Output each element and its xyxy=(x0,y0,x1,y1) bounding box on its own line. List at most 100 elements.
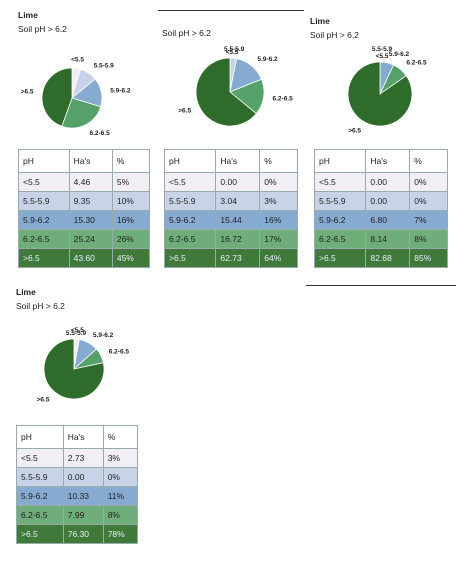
table-row: >6.5 62.73 64% xyxy=(163,248,298,268)
pct-cell: 16% xyxy=(111,210,151,230)
ha-cell: 82.68 xyxy=(365,248,411,268)
ph-cell: 5.9-6.2 xyxy=(313,210,367,230)
ha-cell: 4.46 xyxy=(68,172,113,192)
pct-cell: 85% xyxy=(409,248,448,268)
pie-slice->6.5 xyxy=(347,61,413,127)
header-cell: % xyxy=(259,149,298,173)
ph-cell: >6.5 xyxy=(16,524,64,544)
ph-cell: >6.5 xyxy=(313,248,367,268)
ha-cell: 25.24 xyxy=(68,229,113,249)
chart-panel-1: Lime Soil pH > 6.2 <5.5 5.5-5.9 5.9-6.2 6.2… xyxy=(14,6,154,286)
ph-cell: <5.5 xyxy=(18,172,70,192)
table-row: >6.5 43.60 45% xyxy=(18,248,151,268)
ph-cell: 6.2-6.5 xyxy=(313,229,367,249)
header-cell: pH xyxy=(18,149,70,173)
pie-label: >6.5 xyxy=(178,107,191,114)
table-row: 5.5-5.9 0.00 0% xyxy=(313,191,448,211)
ha-cell: 0.00 xyxy=(365,172,411,192)
table-row: 6.2-6.5 7.99 8% xyxy=(16,505,139,525)
table-row: 5.5-5.9 3.04 3% xyxy=(163,191,298,211)
table-header-row: pH Ha's % xyxy=(313,149,448,173)
table-header-row: pH Ha's % xyxy=(16,425,139,449)
pct-cell: 3% xyxy=(259,191,298,211)
pct-cell: 8% xyxy=(409,229,448,249)
table-header-row: pH Ha's % xyxy=(163,149,298,173)
pie-label: 5.9-6.2 xyxy=(93,332,114,339)
ph-cell: <5.5 xyxy=(16,448,64,468)
pct-cell: 11% xyxy=(102,486,139,506)
chart-title: Lime xyxy=(310,16,330,26)
table-row: 6.2-6.5 16.72 17% xyxy=(163,229,298,249)
pie-chart: 5.5-5.9 5.9-6.2 6.2-6.5 >6.5 <5.5 xyxy=(178,46,293,127)
pie-label: 5.5-5.9 xyxy=(372,46,393,53)
ha-cell: 0.00 xyxy=(62,467,104,487)
pie-label: 5.5-5.9 xyxy=(224,46,245,53)
pct-cell: 0% xyxy=(409,172,448,192)
pie-chart: 5.9-6.2 6.2-6.5 >6.5 <5.55.5-5.9 xyxy=(347,46,427,134)
chart-subtitle: Soil pH > 6.2 xyxy=(16,301,65,311)
data-table: pH Ha's % <5.5 2.73 3% 5.5-5.9 0.00 0% 5.9-6… xyxy=(16,425,139,544)
ph-cell: >6.5 xyxy=(163,248,217,268)
pie-label: <5.5 xyxy=(226,49,239,56)
pct-cell: 7% xyxy=(409,210,448,230)
ph-cell: 5.9-6.2 xyxy=(18,210,70,230)
table-header-row: pH Ha's % xyxy=(18,149,151,173)
pie-chart: <5.5 5.9-6.2 6.2-6.5 >6.5 5.5-5.9 xyxy=(37,327,130,403)
table-row: 5.5-5.9 0.00 0% xyxy=(16,467,139,487)
header-cell: pH xyxy=(313,149,367,173)
divider xyxy=(158,10,304,11)
pie-label: 5.5-5.9 xyxy=(94,63,115,70)
pie-slice->6.5 xyxy=(43,338,105,400)
table-row: <5.5 4.46 5% xyxy=(18,172,151,192)
chart-title: Lime xyxy=(18,10,38,20)
pct-cell: 0% xyxy=(409,191,448,211)
chart-subtitle: Soil pH > 6.2 xyxy=(162,28,211,38)
ph-cell: 5.5-5.9 xyxy=(16,467,64,487)
header-cell: % xyxy=(111,149,151,173)
table-row: 5.9-6.2 6.80 7% xyxy=(313,210,448,230)
table-row: 6.2-6.5 8.14 8% xyxy=(313,229,448,249)
table-row: <5.5 2.73 3% xyxy=(16,448,139,468)
pie-label: 5.9-6.2 xyxy=(257,56,278,63)
table-row: 5.9-6.2 15.30 16% xyxy=(18,210,151,230)
pie-slice->6.5 xyxy=(195,57,257,127)
chart-subtitle: Soil pH > 6.2 xyxy=(18,24,67,34)
table-row: 6.2-6.5 25.24 26% xyxy=(18,229,151,249)
header-cell: pH xyxy=(16,425,64,449)
table-row: 5.9-6.2 10.33 11% xyxy=(16,486,139,506)
table-row: 5.5-5.9 9.35 10% xyxy=(18,191,151,211)
ha-cell: 10.33 xyxy=(62,486,104,506)
pie-chart: <5.5 5.5-5.9 5.9-6.2 6.2-6.5 >6.5 xyxy=(21,56,131,137)
ph-cell: 5.9-6.2 xyxy=(16,486,64,506)
chart-panel-4: Lime Soil pH > 6.2 <5.5 5.9-6.2 6.2-6.5 >6.… xyxy=(12,283,152,563)
pie-label: 6.2-6.5 xyxy=(89,130,110,137)
chart-panel-2: Soil pH > 6.2 5.5-5.9 5.9-6.2 6.2-6.5 >6.5 <… xyxy=(158,10,304,286)
header-cell: pH xyxy=(163,149,217,173)
pie-label: 5.9-6.2 xyxy=(389,51,410,58)
pct-cell: 17% xyxy=(259,229,298,249)
pie-slice->6.5 xyxy=(41,67,73,127)
ha-cell: 76.30 xyxy=(62,524,104,544)
ph-cell: 5.5-5.9 xyxy=(18,191,70,211)
data-table: pH Ha's % <5.5 4.46 5% 5.5-5.9 9.35 10% 5.9-… xyxy=(18,149,151,268)
ph-cell: 5.9-6.2 xyxy=(163,210,217,230)
ha-cell: 7.99 xyxy=(62,505,104,525)
pct-cell: 0% xyxy=(259,172,298,192)
header-cell: Ha's xyxy=(215,149,261,173)
ph-cell: 5.5-5.9 xyxy=(313,191,367,211)
pie-label: <5.5 xyxy=(71,327,84,334)
pct-cell: 3% xyxy=(102,448,139,468)
pie-label: 6.2-6.5 xyxy=(406,60,427,67)
chart-panel-3: Lime Soil pH > 6.2 5.9-6.2 6.2-6.5 >6.5 <5.… xyxy=(306,12,456,286)
chart-title: Lime xyxy=(16,287,36,297)
header-cell: % xyxy=(102,425,139,449)
pie-label: 6.2-6.5 xyxy=(109,348,130,355)
ha-cell: 0.00 xyxy=(215,172,261,192)
pct-cell: 8% xyxy=(102,505,139,525)
ha-cell: 9.35 xyxy=(68,191,113,211)
ph-cell: >6.5 xyxy=(18,248,70,268)
header-cell: Ha's xyxy=(68,149,113,173)
header-cell: Ha's xyxy=(365,149,411,173)
pct-cell: 5% xyxy=(111,172,151,192)
table-row: >6.5 76.30 78% xyxy=(16,524,139,544)
